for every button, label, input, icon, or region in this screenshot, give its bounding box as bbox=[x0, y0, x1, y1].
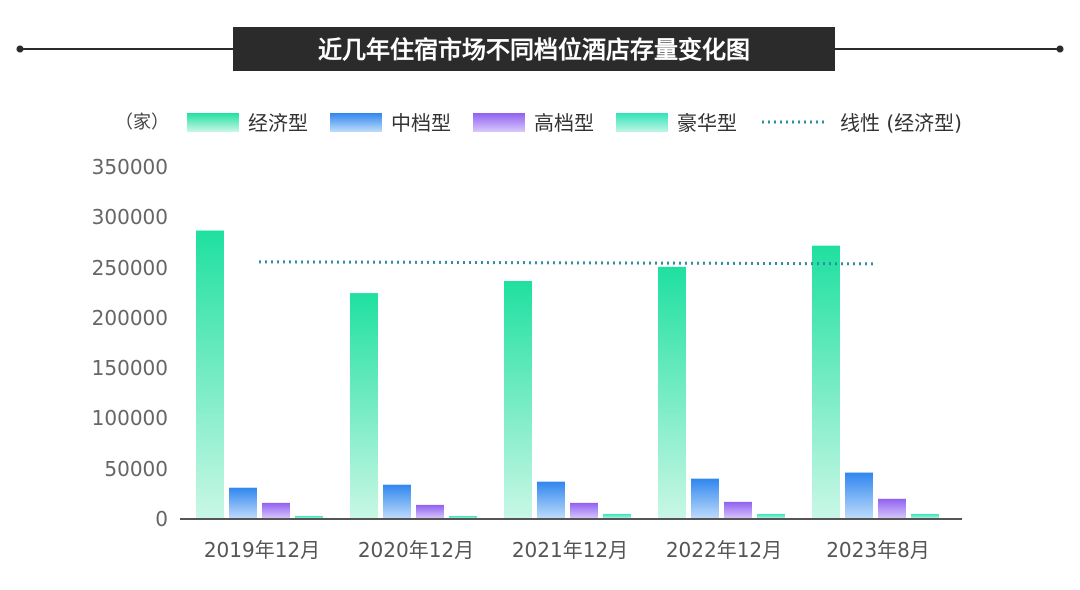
legend-label-midscale: 中档型 bbox=[391, 111, 451, 135]
legend-swatch-midscale bbox=[330, 113, 382, 132]
bar-midscale bbox=[383, 484, 411, 519]
bar-upscale bbox=[724, 501, 752, 519]
bar-luxury bbox=[911, 513, 939, 519]
bar-upscale bbox=[416, 504, 444, 519]
y-tick-label: 350000 bbox=[92, 155, 168, 179]
bar-luxury bbox=[603, 513, 631, 519]
legend-label-luxury: 豪华型 bbox=[677, 111, 737, 135]
y-axis: 0 50000 100000 150000 200000 250000 3000… bbox=[92, 155, 168, 531]
y-tick-label: 150000 bbox=[92, 356, 168, 380]
bar-luxury bbox=[757, 513, 785, 519]
x-tick-label: 2019年12月 bbox=[204, 538, 320, 562]
legend-label-economy: 经济型 bbox=[248, 111, 308, 135]
bar-economy bbox=[504, 280, 532, 519]
legend-label-trendline: 线性 (经济型) bbox=[840, 111, 962, 135]
x-tick-label: 2021年12月 bbox=[512, 538, 628, 562]
legend-swatch-upscale bbox=[473, 113, 525, 132]
bar-luxury bbox=[295, 515, 323, 519]
bar-economy bbox=[812, 245, 840, 520]
y-tick-label: 300000 bbox=[92, 205, 168, 229]
x-axis: 2019年12月 2020年12月 2021年12月 2022年12月 2023… bbox=[204, 538, 930, 562]
chart-title: 近几年住宿市场不同档位酒店存量变化图 bbox=[318, 36, 750, 64]
bar-luxury bbox=[449, 515, 477, 519]
bars bbox=[196, 230, 939, 520]
bar-upscale bbox=[878, 498, 906, 519]
bar-economy bbox=[658, 266, 686, 519]
title-rule-right-dot bbox=[1056, 45, 1064, 53]
title-background bbox=[233, 27, 835, 71]
bar-midscale bbox=[537, 481, 565, 519]
x-tick-label: 2020年12月 bbox=[358, 538, 474, 562]
bar-economy bbox=[196, 230, 224, 519]
legend-swatch-economy bbox=[187, 113, 239, 132]
bar-upscale bbox=[570, 502, 598, 519]
y-tick-label: 200000 bbox=[92, 306, 168, 330]
x-tick-label: 2023年8月 bbox=[826, 538, 930, 562]
y-tick-label: 0 bbox=[155, 507, 168, 531]
bar-midscale bbox=[845, 472, 873, 519]
y-tick-label: 100000 bbox=[92, 406, 168, 430]
y-unit-label: （家） bbox=[115, 112, 169, 133]
x-tick-label: 2022年12月 bbox=[666, 538, 782, 562]
y-tick-label: 250000 bbox=[92, 256, 168, 280]
y-tick-label: 50000 bbox=[104, 457, 168, 481]
title-rule-left-dot bbox=[16, 45, 24, 53]
legend-swatch-luxury bbox=[616, 113, 668, 132]
bar-economy bbox=[350, 293, 378, 519]
bar-midscale bbox=[229, 487, 257, 519]
legend: 经济型 中档型 高档型 豪华型 线性 (经济型) bbox=[187, 111, 962, 135]
trendline-economy bbox=[258, 260, 878, 266]
legend-label-upscale: 高档型 bbox=[534, 111, 594, 135]
bar-midscale bbox=[691, 478, 719, 519]
bar-upscale bbox=[262, 502, 290, 519]
